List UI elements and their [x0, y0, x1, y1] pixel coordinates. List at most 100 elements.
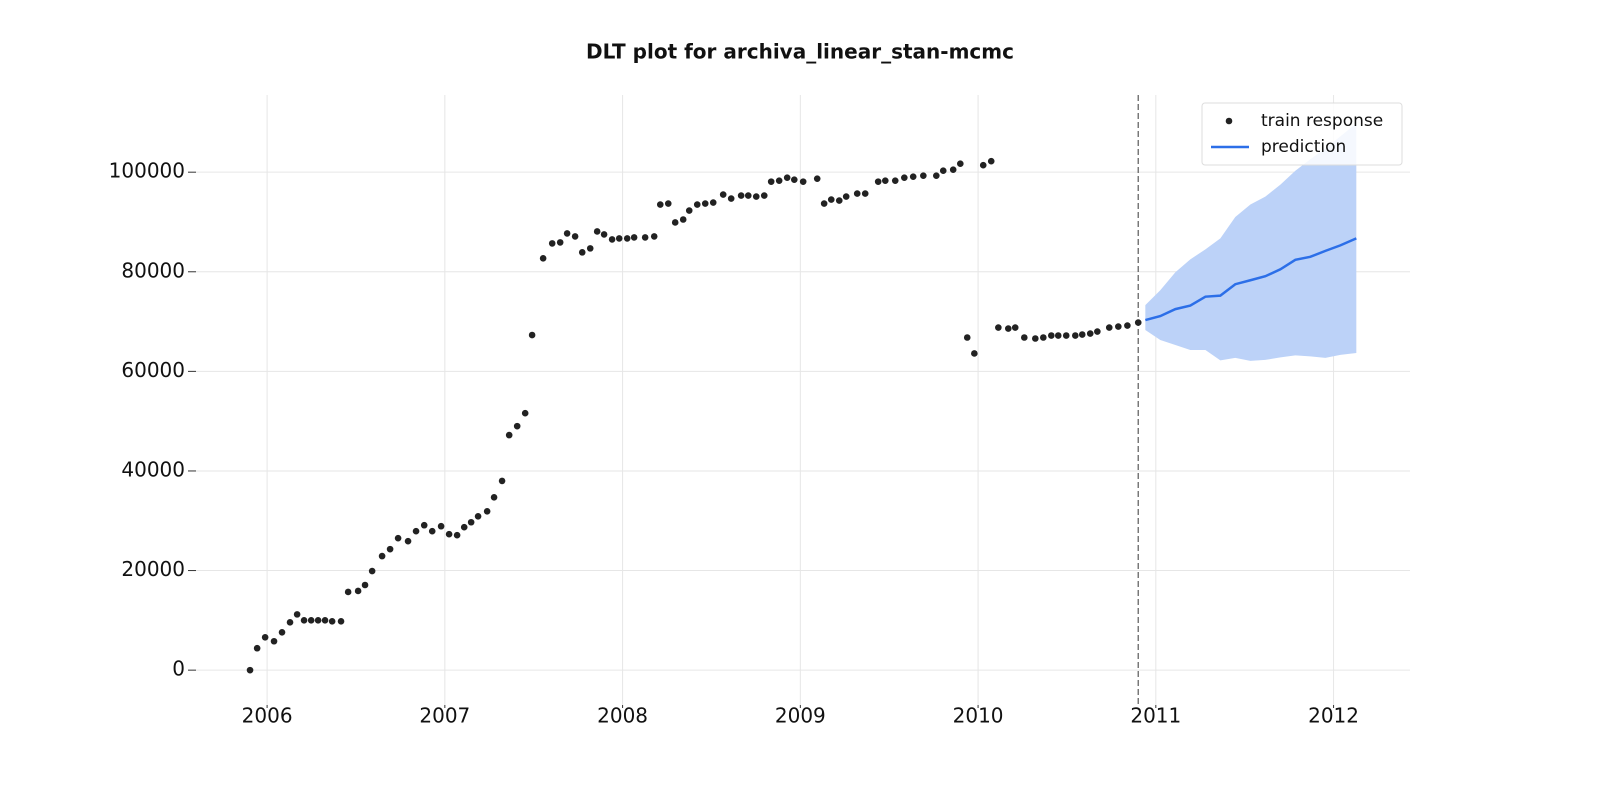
- point: [881, 177, 889, 184]
- point: [467, 518, 475, 526]
- point: [820, 200, 828, 207]
- point: [861, 190, 869, 197]
- point: [386, 545, 394, 553]
- point: [1105, 324, 1113, 331]
- point: [521, 409, 529, 417]
- point: [920, 172, 927, 179]
- y-tick-label: 20000: [121, 557, 185, 581]
- point: [842, 193, 850, 200]
- point: [321, 617, 329, 624]
- x-tick-label: 2012: [1308, 704, 1359, 728]
- point: [737, 192, 745, 199]
- x-tick-label: 2010: [953, 704, 1004, 728]
- point: [1094, 328, 1101, 335]
- point: [799, 178, 807, 185]
- point: [1134, 319, 1142, 326]
- point: [1062, 332, 1070, 339]
- point: [939, 167, 947, 174]
- point: [314, 617, 322, 624]
- point: [586, 245, 594, 252]
- point: [1115, 323, 1122, 330]
- point: [498, 477, 506, 485]
- point: [1078, 331, 1086, 338]
- point: [1011, 324, 1019, 331]
- point: [246, 666, 254, 674]
- legend-box: [1201, 102, 1403, 166]
- legend-label: train response: [1261, 111, 1383, 131]
- point: [307, 617, 315, 624]
- grid: 0 20000 40000 60000 80000 100000 2006 2007 2008 2…: [109, 95, 1410, 728]
- point: [1072, 332, 1079, 339]
- point: [623, 235, 631, 242]
- point: [827, 196, 835, 203]
- point: [1048, 332, 1055, 339]
- point: [328, 618, 336, 625]
- point: [571, 233, 579, 240]
- point: [437, 522, 445, 530]
- point: [909, 173, 917, 180]
- point: [853, 190, 861, 197]
- point: [548, 240, 556, 247]
- point: [615, 235, 623, 242]
- legend: train response prediction: [1201, 102, 1403, 166]
- point: [1020, 334, 1028, 341]
- point: [505, 431, 513, 439]
- legend-label: prediction: [1261, 137, 1346, 157]
- point: [709, 199, 717, 206]
- point: [719, 191, 727, 198]
- point: [453, 531, 461, 539]
- point: [378, 552, 386, 560]
- point: [1032, 335, 1039, 342]
- point: [600, 231, 608, 238]
- x-tick-label: 2009: [775, 704, 826, 728]
- point: [354, 587, 362, 595]
- point: [671, 219, 679, 226]
- point: [752, 193, 760, 200]
- point: [361, 581, 369, 589]
- point: [835, 197, 843, 204]
- x-tick-label: 2006: [242, 704, 293, 728]
- point: [963, 334, 971, 341]
- point: [490, 494, 498, 501]
- point: [783, 174, 791, 181]
- point: [261, 633, 269, 641]
- legend-marker: [1225, 117, 1233, 125]
- point: [593, 228, 601, 235]
- point: [1124, 322, 1131, 329]
- chart-title: DLT plot for archiva_linear_stan-mcmc: [586, 40, 1014, 64]
- point: [608, 236, 616, 243]
- point: [420, 521, 428, 529]
- point: [790, 176, 798, 183]
- point: [760, 192, 768, 199]
- point: [428, 527, 436, 535]
- point: [412, 527, 420, 535]
- point: [337, 618, 345, 625]
- x-tick-label: 2008: [597, 704, 648, 728]
- point: [270, 637, 278, 645]
- point: [630, 234, 638, 241]
- point: [813, 175, 821, 182]
- point: [394, 534, 402, 542]
- point: [679, 216, 687, 223]
- point: [727, 195, 735, 202]
- y-tick-label: 40000: [121, 457, 185, 481]
- point: [641, 234, 649, 241]
- point: [693, 201, 701, 208]
- point: [1054, 332, 1062, 339]
- point: [775, 177, 783, 184]
- point: [987, 157, 995, 165]
- point: [957, 160, 964, 168]
- point: [563, 230, 571, 237]
- point: [901, 174, 908, 181]
- point: [483, 507, 491, 515]
- point: [344, 588, 352, 596]
- point: [1040, 334, 1047, 341]
- point: [979, 161, 987, 169]
- point: [971, 350, 978, 357]
- point: [445, 530, 453, 538]
- prediction-line: [1145, 237, 1357, 322]
- y-tick-label: 80000: [121, 258, 185, 282]
- point: [539, 255, 547, 262]
